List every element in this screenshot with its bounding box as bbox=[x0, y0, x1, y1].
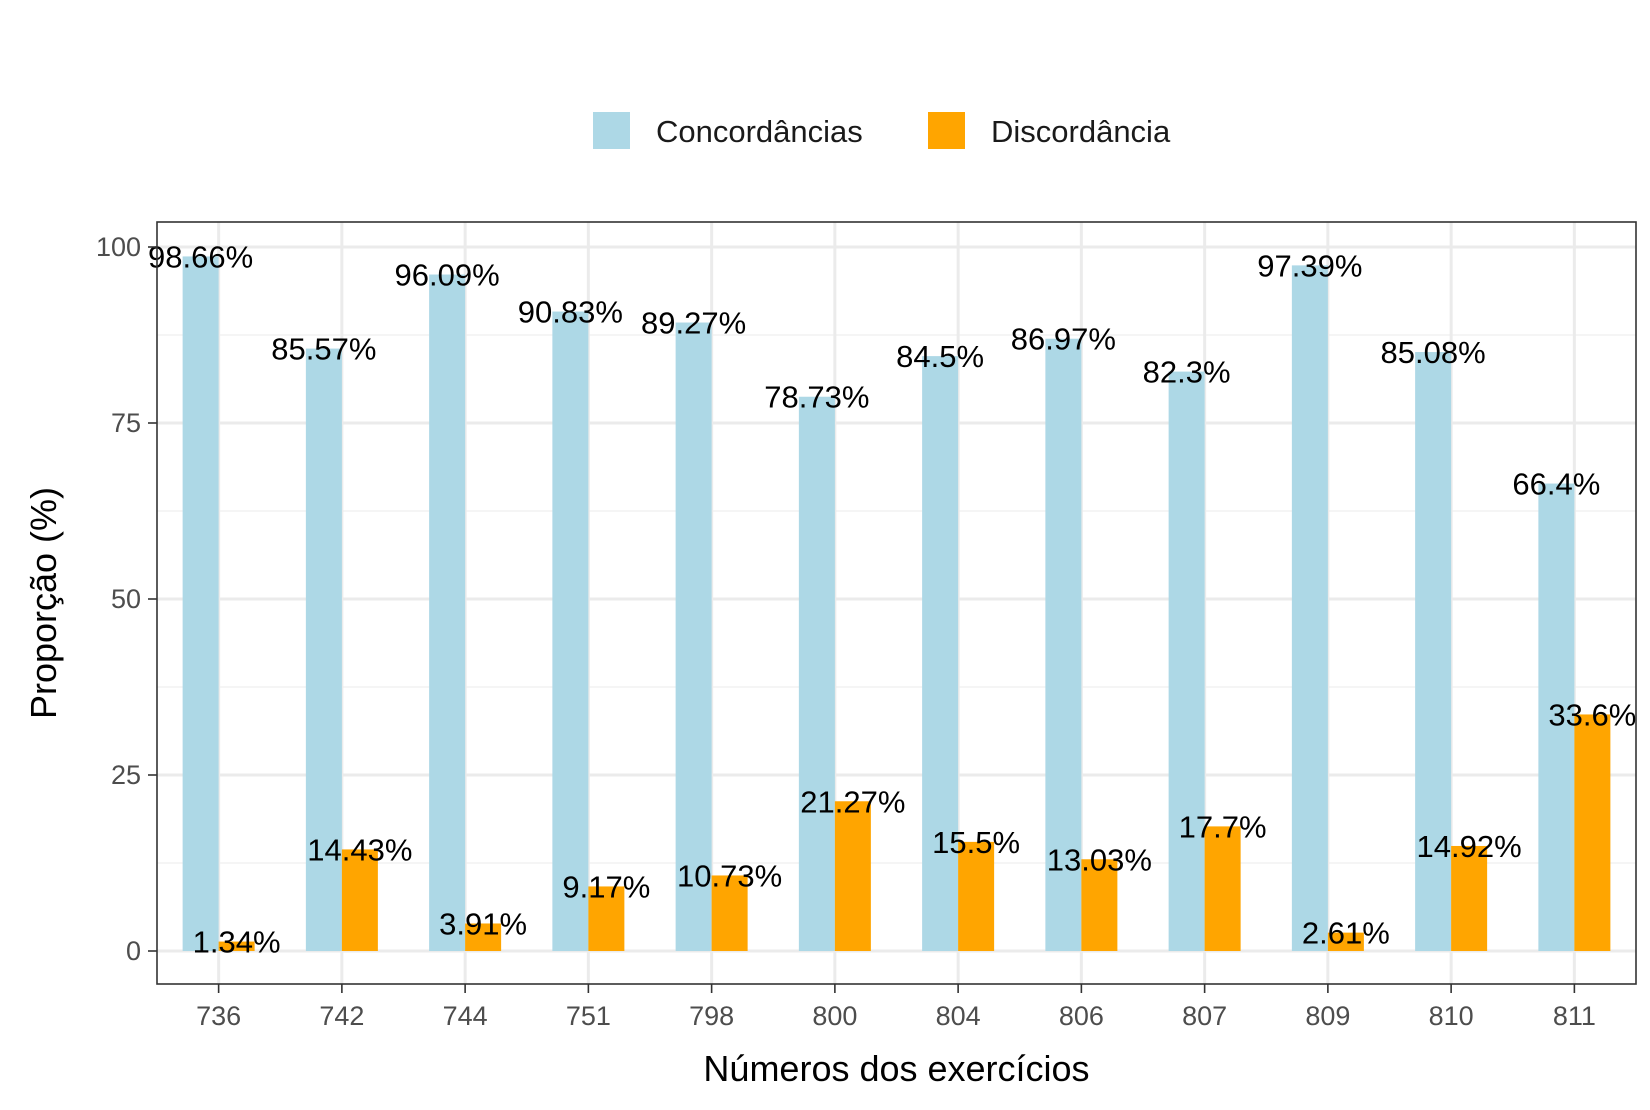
x-axis-title: Números dos exercícios bbox=[703, 1048, 1089, 1089]
bar-discordancia-798 bbox=[711, 875, 748, 951]
data-label-discordancia-807: 17.7% bbox=[1179, 809, 1267, 844]
bar-concordancias-804 bbox=[922, 356, 959, 951]
y-tick-label-1: 25 bbox=[111, 760, 141, 790]
data-label-concordancias-806: 86.97% bbox=[1011, 322, 1116, 357]
bar-concordancias-811 bbox=[1538, 483, 1575, 951]
bar-concordancias-744 bbox=[429, 274, 466, 952]
x-tick-label-800: 800 bbox=[812, 1001, 857, 1031]
bar-concordancias-751 bbox=[552, 311, 589, 952]
x-tick-label-804: 804 bbox=[936, 1001, 981, 1031]
bar-discordancia-807 bbox=[1204, 826, 1241, 951]
bar-discordancia-804 bbox=[958, 841, 995, 951]
y-tick-label-3: 75 bbox=[111, 408, 141, 438]
x-tick-label-806: 806 bbox=[1059, 1001, 1104, 1031]
data-label-concordancias-811: 66.4% bbox=[1512, 467, 1600, 502]
data-label-discordancia-811: 33.6% bbox=[1548, 697, 1636, 732]
bar-discordancia-806 bbox=[1081, 859, 1118, 951]
data-label-concordancias-810: 85.08% bbox=[1381, 335, 1486, 370]
y-tick-label-4: 100 bbox=[96, 232, 141, 262]
x-tick-label-811: 811 bbox=[1553, 1001, 1596, 1031]
bar-discordancia-751 bbox=[588, 886, 625, 951]
x-axis: 736 742 744 751 798 800 804 806 807 809 810 811 bbox=[196, 984, 1596, 1031]
data-label-discordancia-736: 1.34% bbox=[193, 925, 281, 960]
legend-key-discordancia bbox=[928, 112, 965, 149]
data-labels: 98.66% 85.57% 96.09% 90.83% 89.27% 78.73% 84.5… bbox=[148, 239, 1636, 959]
bar-concordancias-810 bbox=[1415, 352, 1452, 951]
bar-concordancias-800 bbox=[798, 396, 835, 951]
y-axis-title: Proporção (%) bbox=[23, 487, 64, 719]
bar-discordancia-809 bbox=[1327, 932, 1364, 951]
data-label-concordancias-800: 78.73% bbox=[764, 380, 869, 415]
bar-concordancias-809 bbox=[1291, 265, 1328, 951]
legend-label-discordancia: Discordância bbox=[991, 114, 1171, 149]
data-label-concordancias-742: 85.57% bbox=[271, 332, 376, 367]
data-label-concordancias-809: 97.39% bbox=[1257, 248, 1362, 283]
bar-discordancia-736 bbox=[218, 941, 255, 951]
data-label-concordancias-804: 84.5% bbox=[896, 339, 984, 374]
x-tick-label-751: 751 bbox=[566, 1001, 611, 1031]
data-label-concordancias-736: 98.66% bbox=[148, 239, 253, 274]
bar-discordancia-810 bbox=[1451, 845, 1488, 951]
bar-discordancia-800 bbox=[834, 801, 871, 951]
y-tick-label-0: 0 bbox=[126, 936, 141, 966]
data-label-concordancias-807: 82.3% bbox=[1143, 355, 1231, 390]
data-label-discordancia-806: 13.03% bbox=[1047, 842, 1152, 877]
legend-key-concordancias bbox=[593, 112, 630, 149]
data-label-discordancia-742: 14.43% bbox=[307, 832, 412, 867]
bar-concordancias-798 bbox=[675, 322, 712, 952]
data-label-concordancias-798: 89.27% bbox=[641, 306, 746, 341]
data-label-discordancia-809: 2.61% bbox=[1302, 916, 1390, 951]
data-label-discordancia-744: 3.91% bbox=[439, 906, 527, 941]
data-label-discordancia-800: 21.27% bbox=[800, 784, 905, 819]
bar-concordancias-736 bbox=[182, 256, 219, 951]
bar-concordancias-806 bbox=[1045, 338, 1082, 951]
y-tick-label-2: 50 bbox=[111, 584, 141, 614]
bar-concordancias-807 bbox=[1168, 371, 1205, 951]
data-label-discordancia-751: 9.17% bbox=[562, 869, 650, 904]
data-label-concordancias-751: 90.83% bbox=[518, 295, 623, 330]
data-label-concordancias-744: 96.09% bbox=[395, 258, 500, 293]
legend-label-concordancias: Concordâncias bbox=[656, 114, 863, 149]
bar-discordancia-811 bbox=[1574, 714, 1611, 951]
x-tick-label-809: 809 bbox=[1305, 1001, 1350, 1031]
x-tick-label-807: 807 bbox=[1182, 1001, 1227, 1031]
legend: Concordâncias Discordância bbox=[593, 112, 1171, 149]
data-label-discordancia-804: 15.5% bbox=[932, 825, 1020, 860]
bar-discordancia-744 bbox=[465, 923, 502, 951]
y-axis: 0 25 50 75 100 bbox=[96, 232, 157, 966]
bars bbox=[182, 256, 1611, 952]
x-tick-label-736: 736 bbox=[196, 1001, 241, 1031]
x-tick-label-810: 810 bbox=[1429, 1001, 1474, 1031]
bar-concordancias-742 bbox=[305, 348, 342, 952]
bar-discordancia-742 bbox=[341, 849, 378, 951]
data-label-discordancia-810: 14.92% bbox=[1417, 829, 1522, 864]
panel-border bbox=[156, 221, 1637, 985]
data-label-discordancia-798: 10.73% bbox=[677, 858, 782, 893]
x-tick-label-744: 744 bbox=[443, 1001, 488, 1031]
x-tick-label-798: 798 bbox=[689, 1001, 734, 1031]
x-tick-label-742: 742 bbox=[319, 1001, 364, 1031]
